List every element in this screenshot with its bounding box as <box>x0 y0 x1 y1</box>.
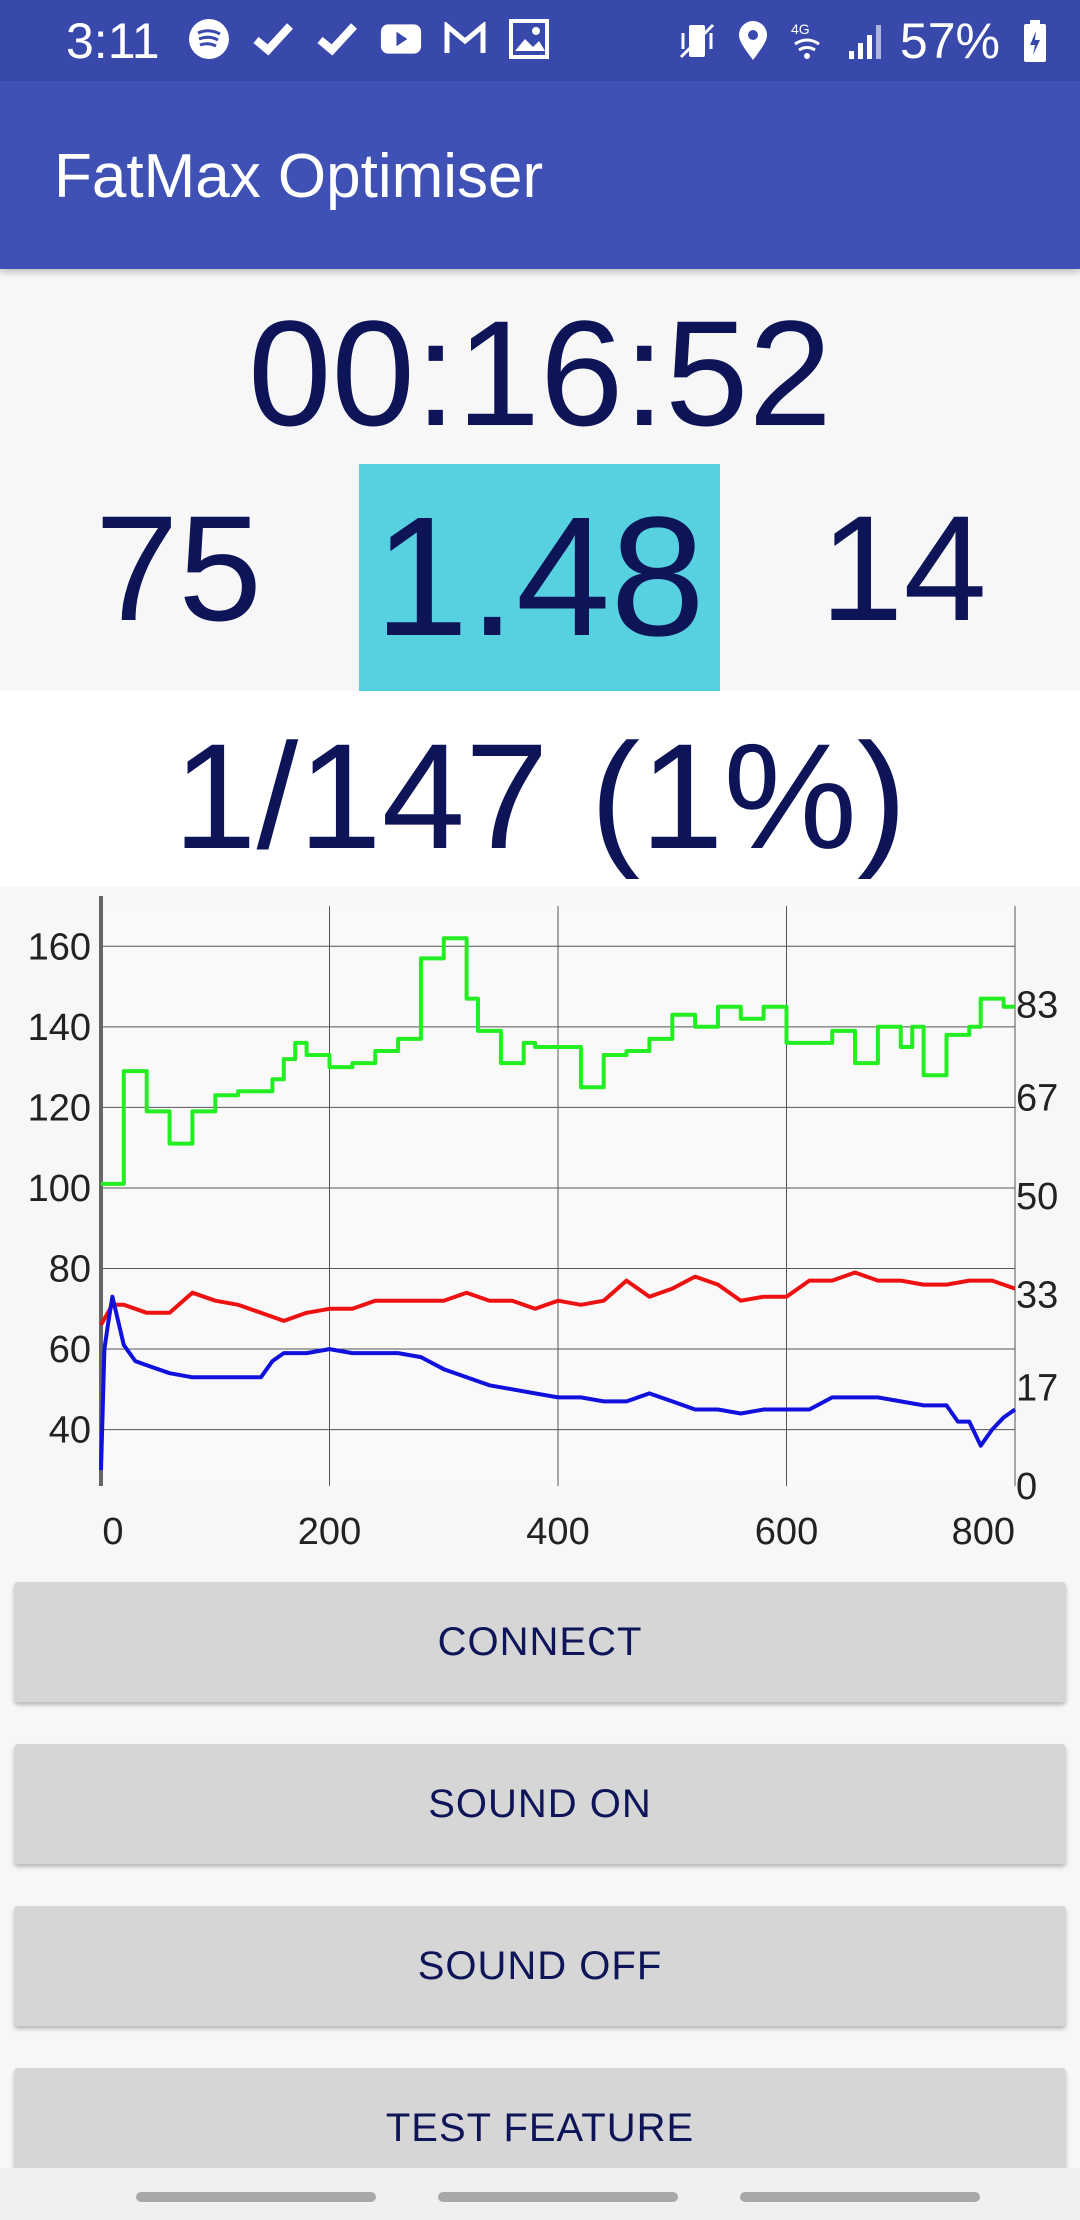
chart-series-line-2 <box>99 1270 1016 1326</box>
app-bar: FatMax Optimiser <box>0 81 1080 269</box>
chart-y-right-tick-label: 67 <box>1016 1077 1058 1119</box>
chart-y-left-tick-label: 120 <box>28 1087 91 1129</box>
4g-signal-icon: 4G <box>788 20 830 62</box>
status-bar: 3:11 4G 57% <box>0 0 1080 81</box>
metric-right-value: 14 <box>820 484 987 652</box>
chart-y-right-tick-label: 50 <box>1016 1176 1058 1218</box>
chart-x-tick-label: 0 <box>102 1511 123 1553</box>
signal-bars-icon <box>844 20 886 62</box>
chart-y-left-tick-label: 80 <box>49 1249 91 1291</box>
chart-y-left-tick-label: 60 <box>49 1329 91 1371</box>
live-chart: 0 200 400 600 800 40 60 80 100 120 140 160 0 17 33 50 67… <box>28 896 1058 1553</box>
check-icon <box>252 18 294 60</box>
chart-y-left-tick-label: 100 <box>28 1168 91 1210</box>
chart-y-right-tick-label: 0 <box>1016 1466 1037 1508</box>
chart-y-right-tick-label: 17 <box>1016 1367 1058 1409</box>
battery-icon <box>1014 20 1056 62</box>
youtube-icon <box>380 18 422 60</box>
progress-text: 1/147 (1%) <box>173 712 907 880</box>
status-time: 3:11 <box>66 13 160 69</box>
spotify-icon <box>188 18 230 60</box>
vibrate-icon <box>676 20 718 62</box>
chart-y-right-tick-label: 33 <box>1016 1275 1058 1317</box>
elapsed-timer: 00:16:52 <box>248 289 832 457</box>
nav-back-button[interactable] <box>740 2192 980 2202</box>
metric-left-value: 75 <box>95 484 262 652</box>
chart-x-tick-label: 400 <box>526 1511 589 1553</box>
navigation-bar <box>0 2168 1080 2220</box>
gmail-icon <box>444 18 486 60</box>
chart-y-left-tick-label: 160 <box>28 926 91 968</box>
nav-recents-button[interactable] <box>136 2192 376 2202</box>
location-icon <box>732 20 774 62</box>
chart-y-left-tick-label: 140 <box>28 1007 91 1049</box>
chart-y-right-tick-label: 83 <box>1016 985 1058 1027</box>
sound-off-button[interactable]: SOUND OFF <box>14 1906 1066 2026</box>
metric-center-value: 1.48 <box>359 464 720 691</box>
chart-y-left-tick-label: 40 <box>49 1410 91 1452</box>
battery-percent: 57% <box>899 13 1000 69</box>
progress-background <box>0 691 1080 887</box>
chart-x-tick-label: 800 <box>952 1511 1015 1553</box>
connect-button[interactable]: CONNECT <box>14 1582 1066 1702</box>
sound-on-button[interactable]: SOUND ON <box>14 1744 1066 1864</box>
image-icon <box>508 18 550 60</box>
chart-x-tick-label: 600 <box>755 1511 818 1553</box>
system-icons: 4G 57% <box>676 12 1056 70</box>
nav-home-button[interactable] <box>438 2192 678 2202</box>
chart-x-tick-label: 200 <box>298 1511 361 1553</box>
notification-icons <box>188 18 550 60</box>
check-icon <box>316 18 358 60</box>
chart-series-line-1 <box>101 936 1015 1186</box>
app-title: FatMax Optimiser <box>54 142 544 211</box>
chart-series-line-3 <box>99 1294 1017 1470</box>
svg-text:4G: 4G <box>791 21 810 37</box>
